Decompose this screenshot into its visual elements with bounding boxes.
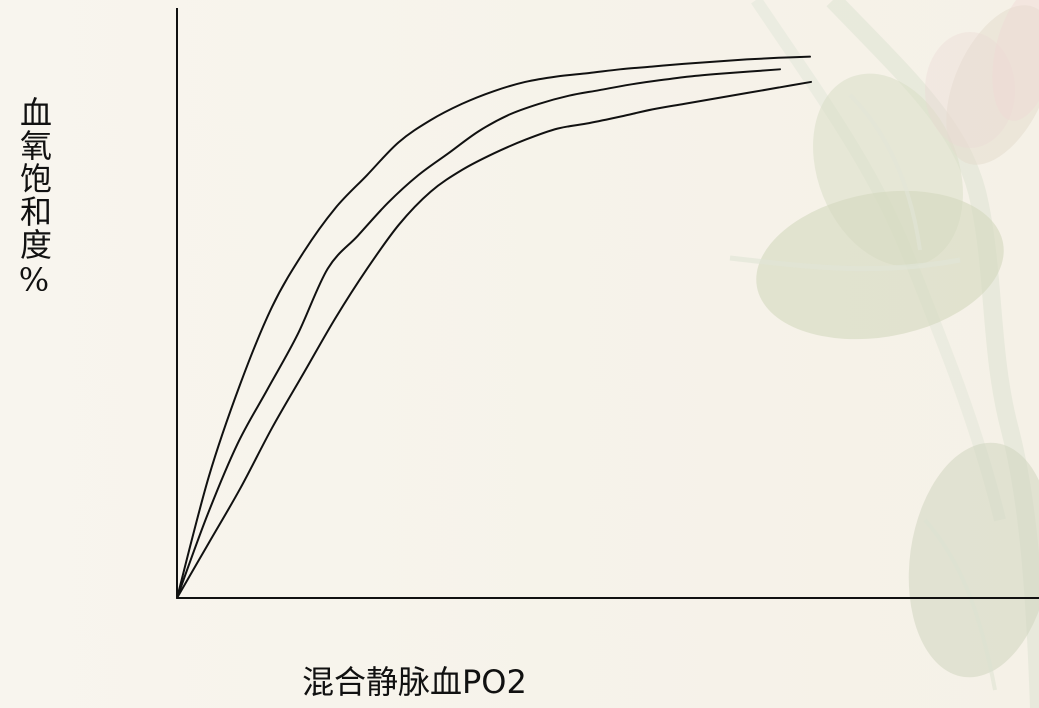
series-layer (176, 55, 812, 599)
leaf-vein-upper (848, 93, 922, 251)
flower-bud-right (992, 0, 1039, 121)
leaf-vein-middle (729, 255, 961, 272)
y-axis-label: 血氧饱和度% (15, 96, 53, 300)
leaf-vein-lower (923, 518, 997, 691)
series-line-2 (176, 68, 781, 599)
leaf-middle (756, 190, 1004, 340)
flower-bud-left (925, 32, 1015, 148)
leaf-top-right (946, 5, 1039, 165)
series-line-3 (176, 80, 812, 599)
leaf-lower-right (908, 442, 1039, 678)
series-line-1 (176, 55, 811, 599)
x-axis-label: 混合静脉血PO2 (302, 663, 527, 701)
